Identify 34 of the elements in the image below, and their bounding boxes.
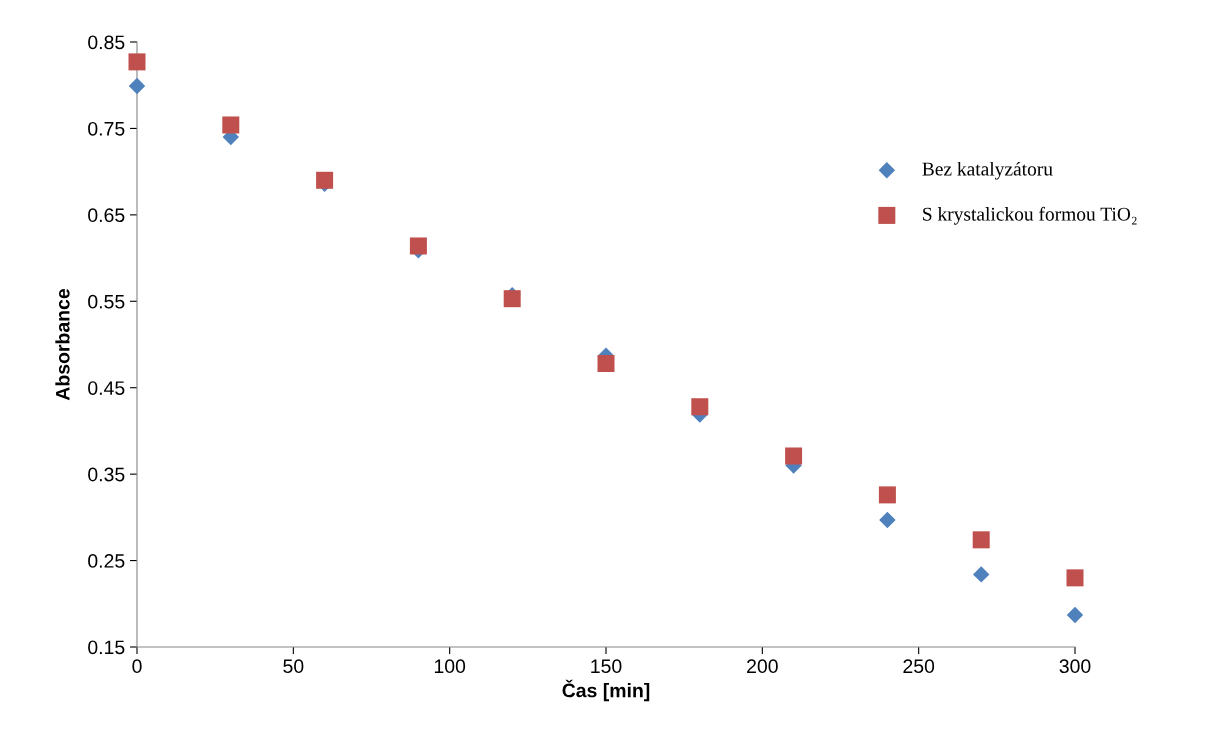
point [128, 77, 146, 95]
y-axis-title: Absorbance [55, 288, 70, 401]
y-tick-label: 0.85 [88, 35, 125, 50]
point [878, 486, 896, 504]
point [316, 171, 334, 189]
x-tick-label: 100 [434, 659, 466, 674]
y-tick-label: 0.25 [88, 554, 125, 568]
legend-label: Bez katalyzátoru [922, 161, 1053, 180]
y-tick-label: 0.45 [88, 381, 125, 395]
x-tick-label: 200 [747, 659, 778, 674]
point [1066, 569, 1084, 587]
point [972, 566, 990, 583]
point [1066, 606, 1084, 624]
y-tick-label: 0.15 [88, 640, 125, 655]
x-axis-title: Čas [min] [562, 679, 650, 702]
x-tick-label: 0 [132, 659, 142, 674]
legend-label: S krystalickou formou TiO₂ [923, 206, 1137, 225]
y-tick-label: 0.55 [88, 294, 125, 309]
point [785, 447, 803, 465]
point [503, 290, 521, 308]
y-tick-label: 0.35 [88, 467, 125, 482]
point [691, 398, 709, 416]
point [222, 116, 240, 134]
x-tick-label: 250 [903, 659, 935, 674]
point [879, 511, 896, 529]
x-tick-label: 300 [1059, 659, 1091, 674]
y-tick-label: 0.65 [88, 208, 125, 223]
point [409, 237, 427, 255]
x-tick-label: 150 [591, 659, 622, 674]
point [972, 531, 990, 549]
y-tick-label: 0.75 [88, 121, 125, 136]
x-tick-label: 50 [283, 659, 304, 674]
point [128, 53, 146, 71]
point [597, 355, 615, 373]
